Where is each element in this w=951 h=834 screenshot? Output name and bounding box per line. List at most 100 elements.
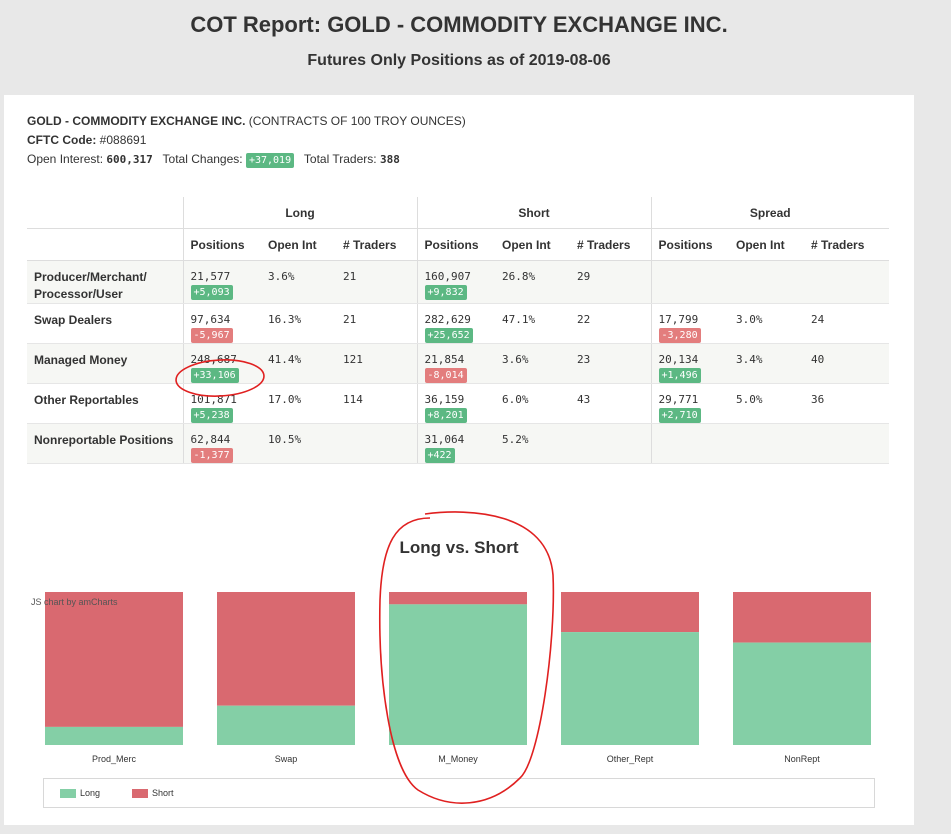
short-traders-cell: 29 <box>570 260 651 304</box>
spread-traders-cell <box>804 423 889 464</box>
market-line: GOLD - COMMODITY EXCHANGE INC. (CONTRACT… <box>27 112 466 131</box>
long-positions: 21,577 <box>190 270 231 283</box>
chart-title: Long vs. Short <box>399 538 519 557</box>
page-title: COT Report: GOLD - COMMODITY EXCHANGE IN… <box>190 12 728 37</box>
spread-positions: 20,134 <box>658 353 699 366</box>
spread-open-int-cell: 3.4% <box>729 343 804 384</box>
open-interest-label: Open Interest: <box>27 152 104 166</box>
short-open-int-cell: 5.2% <box>495 423 570 464</box>
spread-positions-cell: 17,799 -3,280 <box>650 303 729 344</box>
chart-legend: Long Short <box>43 778 875 808</box>
group-long: Long <box>182 197 417 229</box>
table-row: Nonreportable Positions 62,844 -1,377 10.5%… <box>27 423 889 464</box>
change-badge: +1,496 <box>658 368 701 383</box>
positions-table: Long Short Spread Positions Open Int # T… <box>27 197 889 464</box>
market-name: GOLD - COMMODITY EXCHANGE INC. <box>27 114 246 128</box>
bar-long-nonrept[interactable] <box>733 642 871 745</box>
change-badge: +5,238 <box>190 408 233 423</box>
bar-short-nonrept[interactable] <box>733 592 871 643</box>
bar-short-swap[interactable] <box>217 592 355 706</box>
table-row: Swap Dealers 97,634 -5,967 16.3% 21 282,629 +2… <box>27 303 889 344</box>
spread-positions-cell <box>650 423 729 464</box>
short-open-int-cell: 6.0% <box>495 383 570 424</box>
category-label: Swap <box>275 754 298 764</box>
bar-short-m-money[interactable] <box>389 592 527 605</box>
change-badge: -1,377 <box>190 448 233 463</box>
long-open-int-cell: 10.5% <box>261 423 336 464</box>
group-short: Short <box>416 197 651 229</box>
spread-traders-cell: 36 <box>804 383 889 424</box>
change-badge: -5,967 <box>190 328 233 343</box>
short-positions-cell: 36,159 +8,201 <box>416 383 495 424</box>
bar-short-prod-merc[interactable] <box>45 592 183 727</box>
legend-item-short[interactable]: Short <box>132 788 174 798</box>
short-positions-cell: 21,854 -8,014 <box>416 343 495 384</box>
spread-positions-cell: 29,771 +2,710 <box>650 383 729 424</box>
row-label: Producer/Merchant/ Processor/User <box>27 260 183 304</box>
corner-cell-sub <box>27 228 183 261</box>
row-label: Other Reportables <box>27 383 183 424</box>
category-label: Prod_Merc <box>92 754 137 764</box>
cftc-label: CFTC Code: <box>27 133 97 147</box>
col-short-open-int: Open Int <box>495 228 570 261</box>
contract-note: (CONTRACTS OF 100 TROY OUNCES) <box>248 114 466 128</box>
chart-credit-link[interactable]: JS chart by amCharts <box>31 597 118 607</box>
long-open-int-cell: 16.3% <box>261 303 336 344</box>
short-positions: 282,629 <box>424 313 471 326</box>
table-row: Managed Money 248,687 +33,106 41.4% 121 21,85… <box>27 343 889 384</box>
long-positions-cell: 101,871 +5,238 <box>182 383 261 424</box>
change-badge: +2,710 <box>658 408 701 423</box>
report-panel: GOLD - COMMODITY EXCHANGE INC. (CONTRACT… <box>4 95 914 825</box>
short-open-int-cell: 3.6% <box>495 343 570 384</box>
col-short-positions: Positions <box>416 228 495 261</box>
short-positions-cell: 282,629 +25,652 <box>416 303 495 344</box>
bar-long-other-rept[interactable] <box>561 632 699 745</box>
legend-label-long: Long <box>80 788 101 798</box>
long-positions: 248,687 <box>190 353 237 366</box>
col-spread-traders: # Traders <box>804 228 889 261</box>
long-positions-cell: 21,577 +5,093 <box>182 260 261 304</box>
short-traders-cell: 43 <box>570 383 651 424</box>
spread-traders-cell: 40 <box>804 343 889 384</box>
short-positions: 36,159 <box>424 393 465 406</box>
long-positions-cell: 97,634 -5,967 <box>182 303 261 344</box>
spread-open-int-cell <box>729 260 804 304</box>
change-badge: +25,652 <box>424 328 473 343</box>
long-traders-cell: 21 <box>336 303 417 344</box>
short-open-int-cell: 26.8% <box>495 260 570 304</box>
long-traders-cell: 121 <box>336 343 417 384</box>
long-open-int-cell: 17.0% <box>261 383 336 424</box>
category-label: Other_Rept <box>607 754 654 764</box>
short-positions: 31,064 <box>424 433 465 446</box>
short-open-int-cell: 47.1% <box>495 303 570 344</box>
col-long-traders: # Traders <box>336 228 417 261</box>
bar-long-m-money[interactable] <box>389 604 527 745</box>
short-traders-cell: 22 <box>570 303 651 344</box>
short-positions-cell: 160,907 +9,832 <box>416 260 495 304</box>
row-label: Managed Money <box>27 343 183 384</box>
totals-line: Open Interest: 600,317 Total Changes: +3… <box>27 150 466 169</box>
change-badge: +9,832 <box>424 285 467 300</box>
spread-positions-cell <box>650 260 729 304</box>
total-changes-label: Total Changes: <box>162 152 243 166</box>
open-interest-value: 600,317 <box>106 153 153 166</box>
long-traders-cell <box>336 423 417 464</box>
bar-long-swap[interactable] <box>217 705 355 745</box>
category-label: M_Money <box>438 754 478 764</box>
market-info: GOLD - COMMODITY EXCHANGE INC. (CONTRACT… <box>27 112 466 169</box>
change-badge: +5,093 <box>190 285 233 300</box>
bar-short-other-rept[interactable] <box>561 592 699 633</box>
col-spread-open-int: Open Int <box>729 228 804 261</box>
short-positions: 21,854 <box>424 353 465 366</box>
legend-item-long[interactable]: Long <box>60 788 100 798</box>
bar-long-prod-merc[interactable] <box>45 726 183 745</box>
spread-traders-cell <box>804 260 889 304</box>
legend-label-short: Short <box>152 788 174 798</box>
category-label: NonRept <box>784 754 820 764</box>
spread-open-int-cell: 5.0% <box>729 383 804 424</box>
page-subtitle: Futures Only Positions as of 2019-08-06 <box>307 52 611 69</box>
cftc-line: CFTC Code: #088691 <box>27 131 466 150</box>
legend-swatch-short <box>132 788 148 798</box>
change-badge: -8,014 <box>424 368 467 383</box>
table-row: Other Reportables 101,871 +5,238 17.0% 114 36… <box>27 383 889 424</box>
